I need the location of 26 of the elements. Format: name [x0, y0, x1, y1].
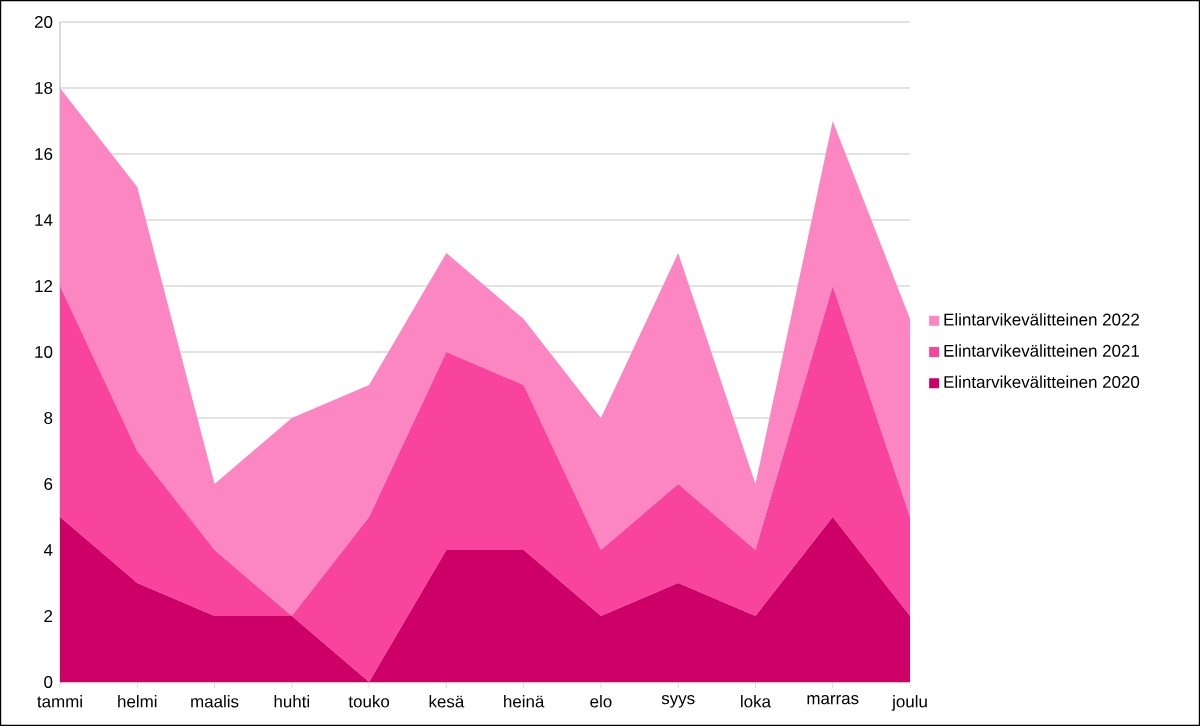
y-tick-label: 12	[35, 280, 53, 292]
y-tick-label: 4	[43, 544, 53, 556]
x-tick-label: loka	[741, 695, 771, 708]
y-tick-label: 0	[44, 676, 53, 688]
x-tick-label: heinä	[504, 695, 545, 708]
y-tick-label: 20	[34, 16, 53, 28]
y-tick-label: 18	[35, 82, 53, 94]
y-tick-label: 8	[44, 412, 53, 424]
y-tick-label: 10	[35, 346, 53, 358]
y-tick-label: 14	[35, 214, 53, 226]
x-tick-label: marras	[807, 695, 859, 705]
y-tick-label: 16	[35, 148, 53, 160]
x-tick-label: joulu	[891, 695, 927, 711]
x-tick-label: tammi	[37, 695, 82, 708]
x-tick-label: touko	[348, 695, 390, 708]
x-tick-label: maalis	[191, 695, 239, 708]
x-tick-label: syys	[661, 695, 695, 708]
legend-label: Elintarvikevälitteinen 2021	[944, 344, 1140, 357]
legend-label: Elintarvikevälitteinen 2020	[944, 375, 1140, 389]
y-tick-label: 2	[44, 610, 53, 622]
y-tick-label: 6	[44, 478, 53, 490]
x-tick-label: kesä	[429, 695, 465, 708]
x-tick-label: elo	[590, 695, 612, 708]
x-tick-label: huhti	[274, 695, 310, 708]
legend-label: Elintarvikevälitteinen 2022	[944, 313, 1139, 326]
x-tick-label: helmi	[118, 695, 157, 708]
